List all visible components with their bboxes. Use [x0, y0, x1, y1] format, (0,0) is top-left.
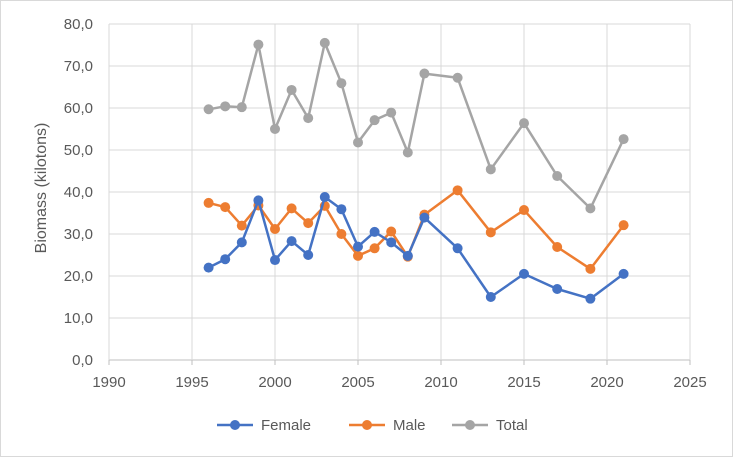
- data-point-male: [270, 223, 280, 234]
- data-point-total: [270, 124, 280, 134]
- x-tick-label: 2025: [673, 374, 706, 391]
- data-point-total: [369, 115, 380, 126]
- data-point-total: [319, 37, 330, 48]
- data-point-male: [386, 226, 397, 237]
- gridlines: [108, 23, 691, 365]
- data-point-male: [618, 220, 629, 231]
- y-axis-title: Biomass (kilotons): [33, 123, 50, 254]
- y-tick-label: 10,0: [64, 310, 93, 327]
- x-tick-label: 1995: [175, 374, 208, 391]
- legend-marker-total: [465, 420, 475, 430]
- data-point-male: [286, 203, 297, 214]
- data-point-male: [203, 197, 214, 208]
- x-tick-label: 2000: [258, 374, 291, 391]
- data-point-male: [369, 243, 380, 254]
- legend-marker-male: [362, 420, 372, 430]
- x-axis-ticks: 1990 1995 2000 2005 2010 2015 2020 2025: [92, 374, 706, 391]
- data-point-male: [236, 220, 247, 231]
- data-point-male: [336, 229, 347, 239]
- x-tick-label: 2020: [590, 374, 623, 391]
- data-point-total: [485, 164, 496, 175]
- data-point-male: [452, 185, 463, 196]
- data-point-total: [236, 102, 247, 113]
- data-point-female: [319, 192, 330, 203]
- data-point-total: [585, 203, 596, 214]
- y-tick-label: 0,0: [72, 352, 93, 369]
- data-point-female: [485, 292, 496, 302]
- data-point-female: [519, 268, 529, 279]
- data-point-female: [369, 226, 380, 237]
- data-point-female: [402, 250, 413, 261]
- data-point-total: [220, 101, 231, 112]
- data-point-female: [419, 212, 430, 223]
- data-point-total: [618, 134, 629, 145]
- data-point-total: [286, 84, 297, 95]
- data-point-female: [618, 268, 629, 279]
- legend-label-male: Male: [393, 417, 426, 434]
- data-point-female: [336, 204, 347, 215]
- data-point-male: [585, 263, 596, 274]
- y-tick-label: 80,0: [64, 16, 93, 33]
- x-tick-label: 1990: [92, 374, 125, 391]
- y-axis-ticks: 0,0 10,0 20,0 30,0 40,0 50,0 60,0 70,0 80,0: [64, 16, 93, 369]
- data-point-total: [552, 171, 563, 182]
- legend-label-total: Total: [496, 417, 528, 434]
- y-tick-label: 50,0: [64, 142, 93, 159]
- data-point-male: [519, 205, 529, 216]
- y-tick-label: 70,0: [64, 58, 93, 75]
- series-lines: [203, 37, 629, 304]
- data-point-female: [552, 284, 563, 295]
- data-point-male: [353, 250, 363, 261]
- data-point-female: [353, 241, 363, 252]
- data-point-female: [585, 293, 596, 304]
- data-point-female: [303, 250, 314, 260]
- data-point-total: [336, 78, 347, 89]
- data-point-total: [253, 39, 264, 50]
- legend-label-female: Female: [261, 417, 311, 434]
- legend: Female Male Total: [217, 417, 528, 434]
- y-tick-label: 30,0: [64, 226, 93, 243]
- data-point-female: [286, 236, 297, 247]
- data-point-female: [452, 243, 463, 254]
- data-point-female: [253, 195, 264, 206]
- y-tick-label: 20,0: [64, 268, 93, 285]
- x-tick-label: 2005: [341, 374, 374, 391]
- legend-marker-female: [230, 420, 240, 430]
- data-point-total: [303, 113, 314, 124]
- data-point-female: [270, 255, 280, 266]
- data-point-male: [303, 218, 314, 229]
- data-point-male: [485, 227, 496, 238]
- x-tick-label: 2010: [424, 374, 457, 391]
- data-point-total: [353, 137, 363, 148]
- data-point-female: [236, 237, 247, 248]
- data-point-total: [386, 107, 397, 118]
- data-point-total: [452, 72, 463, 83]
- x-tick-label: 2015: [507, 374, 540, 391]
- data-point-male: [220, 202, 231, 213]
- y-tick-label: 60,0: [64, 100, 93, 117]
- series-line-total: [208, 41, 625, 210]
- data-point-male: [552, 242, 563, 253]
- data-point-total: [402, 147, 413, 158]
- data-point-total: [419, 68, 430, 79]
- data-point-female: [203, 262, 214, 273]
- data-point-total: [519, 118, 529, 129]
- data-point-female: [386, 237, 397, 248]
- data-point-female: [220, 254, 231, 265]
- y-tick-label: 40,0: [64, 184, 93, 201]
- data-point-total: [203, 104, 214, 115]
- series-line-female: [208, 195, 625, 300]
